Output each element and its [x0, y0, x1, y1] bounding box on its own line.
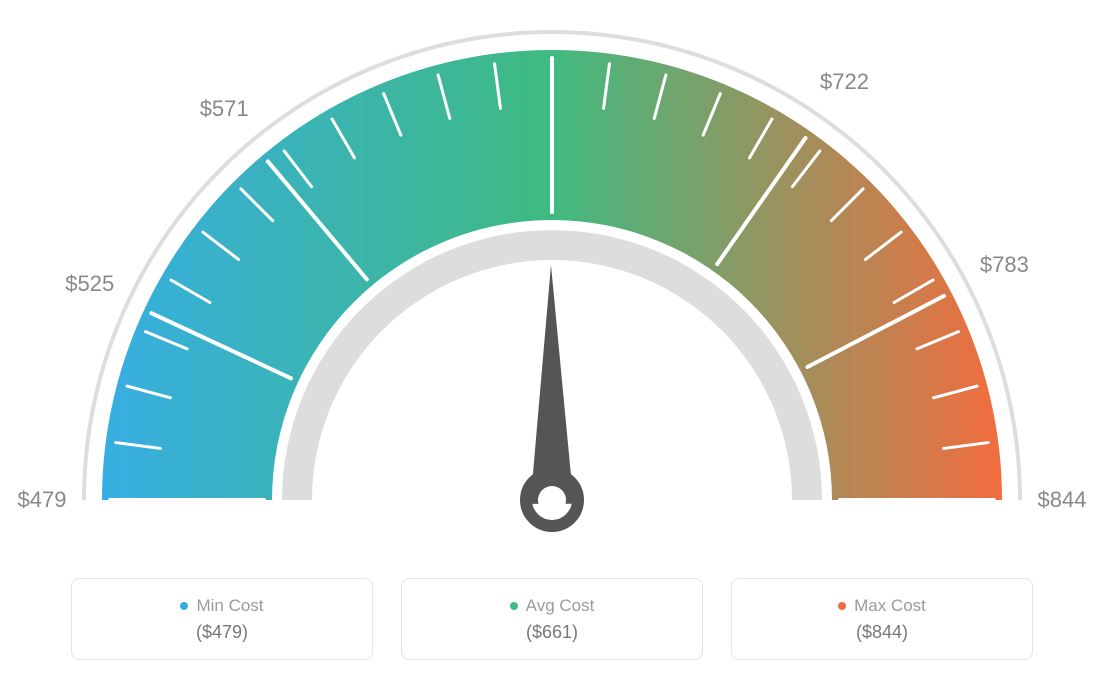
- legend-value-avg: ($661): [526, 622, 578, 643]
- tick-label: $661: [528, 0, 577, 3]
- legend-dot-min: [180, 602, 188, 610]
- legend-card-avg: Avg Cost ($661): [401, 578, 703, 660]
- gauge-area: $479 $525 $571 $661 $722 $783 $844: [0, 0, 1104, 560]
- cost-gauge-chart: $479 $525 $571 $661 $722 $783 $844 Min Cost ($…: [0, 0, 1104, 690]
- legend-label-avg: Avg Cost: [526, 596, 595, 616]
- legend-value-min: ($479): [196, 622, 248, 643]
- tick-label: $571: [200, 96, 249, 122]
- legend-dot-max: [838, 602, 846, 610]
- tick-label: $722: [820, 69, 869, 95]
- legend-row: Min Cost ($479) Avg Cost ($661) Max Cost…: [0, 578, 1104, 660]
- legend-top-avg: Avg Cost: [510, 596, 595, 616]
- tick-label: $479: [18, 487, 67, 513]
- tick-label: $783: [980, 252, 1029, 278]
- legend-card-max: Max Cost ($844): [731, 578, 1033, 660]
- legend-top-min: Min Cost: [180, 596, 263, 616]
- legend-top-max: Max Cost: [838, 596, 926, 616]
- legend-label-max: Max Cost: [854, 596, 926, 616]
- legend-value-max: ($844): [856, 622, 908, 643]
- legend-dot-avg: [510, 602, 518, 610]
- legend-label-min: Min Cost: [196, 596, 263, 616]
- legend-card-min: Min Cost ($479): [71, 578, 373, 660]
- gauge-svg: [0, 0, 1104, 560]
- tick-label: $844: [1038, 487, 1087, 513]
- tick-label: $525: [65, 271, 114, 297]
